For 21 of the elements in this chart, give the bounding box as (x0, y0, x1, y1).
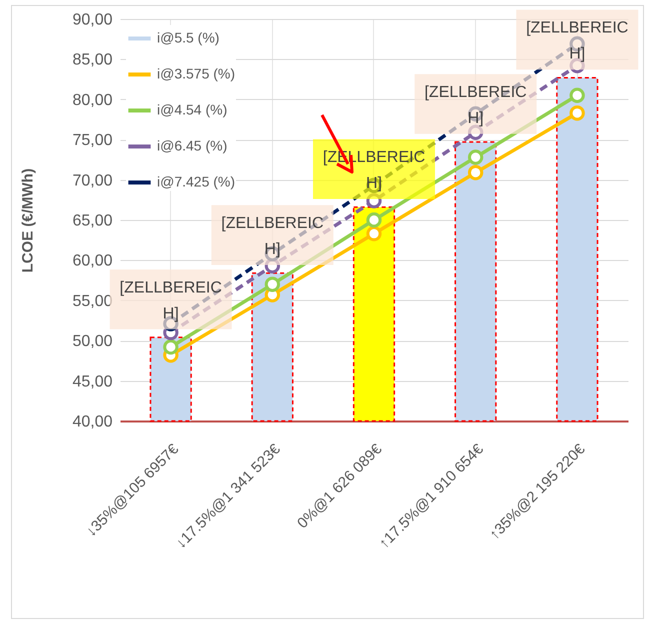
legend-label: i@3.575 (%) (157, 66, 236, 82)
legend-label: i@6.45 (%) (157, 138, 228, 154)
legend-label: i@7.425 (%) (157, 174, 236, 190)
y-tick-label: 45,00 (72, 373, 113, 390)
y-tick-label: 90,00 (72, 12, 113, 28)
legend-label: i@5.5 (%) (157, 30, 220, 46)
y-tick-label: 85,00 (72, 52, 113, 69)
y-tick-label: 40,00 (72, 414, 113, 430)
y-tick-label: 70,00 (72, 172, 113, 190)
y-tick-label: 80,00 (72, 92, 113, 109)
data-label: [ZELLBEREICH] (424, 84, 527, 128)
data-label: [ZELLBEREICH] (526, 20, 628, 63)
y-tick-label: 75,00 (72, 132, 113, 150)
y-tick-label: 55,00 (72, 292, 113, 310)
data-label: [ZELLBEREICH] (120, 279, 222, 322)
y-tick-label: 65,00 (72, 212, 113, 230)
y-tick-label: 50,00 (72, 333, 113, 350)
data-label: [ZELLBEREICH] (221, 215, 324, 258)
legend-label: i@4.54 (%) (157, 102, 228, 118)
y-axis-title: LCOE (€/MWh) (20, 168, 36, 273)
y-tick-label: 60,00 (72, 252, 113, 270)
